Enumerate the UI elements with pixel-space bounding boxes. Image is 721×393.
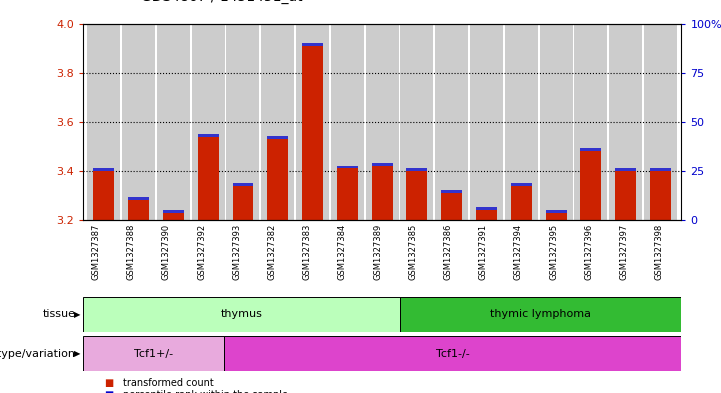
Bar	[261, 24, 294, 220]
Text: GSM1327398: GSM1327398	[655, 224, 664, 280]
Bar	[399, 297, 681, 332]
Text: GSM1327389: GSM1327389	[373, 224, 382, 280]
Bar	[267, 139, 288, 220]
Bar	[122, 24, 155, 220]
Bar	[539, 24, 572, 220]
Bar	[163, 213, 184, 220]
Text: Tcf1+/-: Tcf1+/-	[134, 349, 173, 359]
Bar	[267, 136, 288, 139]
Bar	[198, 134, 218, 137]
Text: GSM1327382: GSM1327382	[267, 224, 277, 280]
Bar	[224, 336, 681, 371]
Bar	[407, 168, 428, 171]
Bar	[337, 169, 358, 220]
Bar	[644, 24, 677, 220]
Text: GSM1327383: GSM1327383	[303, 224, 311, 280]
Text: GSM1327387: GSM1327387	[92, 224, 100, 280]
Text: GSM1327385: GSM1327385	[408, 224, 417, 280]
Text: ■: ■	[105, 390, 114, 393]
Bar	[580, 151, 601, 220]
Bar	[93, 168, 114, 171]
Bar	[163, 210, 184, 213]
Bar	[470, 24, 503, 220]
Bar	[128, 200, 149, 220]
Text: GSM1327384: GSM1327384	[338, 224, 347, 280]
Bar	[83, 297, 399, 332]
Bar	[546, 213, 567, 220]
Text: GSM1327394: GSM1327394	[514, 224, 523, 280]
Bar	[232, 183, 253, 186]
Bar	[400, 24, 433, 220]
Text: GSM1327395: GSM1327395	[549, 224, 558, 280]
Text: ▶: ▶	[74, 349, 81, 358]
Text: transformed count: transformed count	[123, 378, 213, 388]
Bar	[441, 193, 462, 220]
Bar	[615, 168, 636, 171]
Bar	[93, 171, 114, 220]
Bar	[441, 190, 462, 193]
Bar	[505, 24, 538, 220]
Bar	[331, 24, 364, 220]
Bar	[87, 24, 120, 220]
Bar	[650, 171, 671, 220]
Bar	[296, 24, 329, 220]
Bar	[302, 46, 323, 220]
Text: GSM1327392: GSM1327392	[197, 224, 206, 280]
Bar	[435, 24, 468, 220]
Bar	[511, 183, 531, 186]
Text: ■: ■	[105, 378, 114, 388]
Text: GSM1327393: GSM1327393	[232, 224, 242, 280]
Bar	[232, 186, 253, 220]
Bar	[372, 163, 392, 166]
Text: ▶: ▶	[74, 310, 81, 319]
Bar	[580, 149, 601, 151]
Bar	[226, 24, 260, 220]
Text: Tcf1-/-: Tcf1-/-	[435, 349, 469, 359]
Text: genotype/variation: genotype/variation	[0, 349, 76, 359]
Text: GDS4867 / 1451451_at: GDS4867 / 1451451_at	[141, 0, 302, 4]
Bar	[609, 24, 642, 220]
Bar	[337, 165, 358, 169]
Bar	[128, 198, 149, 200]
Bar	[83, 336, 224, 371]
Text: GSM1327386: GSM1327386	[443, 224, 453, 280]
Text: GSM1327397: GSM1327397	[619, 224, 629, 280]
Text: GSM1327390: GSM1327390	[162, 224, 171, 280]
Bar	[546, 210, 567, 213]
Text: percentile rank within the sample: percentile rank within the sample	[123, 390, 288, 393]
Bar	[476, 208, 497, 210]
Text: GSM1327391: GSM1327391	[479, 224, 487, 280]
Bar	[372, 166, 392, 220]
Text: thymus: thymus	[221, 309, 262, 320]
Bar	[198, 137, 218, 220]
Bar	[575, 24, 607, 220]
Text: thymic lymphoma: thymic lymphoma	[490, 309, 591, 320]
Bar	[476, 210, 497, 220]
Text: tissue: tissue	[43, 309, 76, 320]
Bar	[511, 186, 531, 220]
Bar	[650, 168, 671, 171]
Bar	[157, 24, 190, 220]
Bar	[366, 24, 399, 220]
Bar	[407, 171, 428, 220]
Text: GSM1327388: GSM1327388	[127, 224, 136, 280]
Bar	[615, 171, 636, 220]
Bar	[302, 43, 323, 46]
Bar	[192, 24, 225, 220]
Text: GSM1327396: GSM1327396	[584, 224, 593, 280]
